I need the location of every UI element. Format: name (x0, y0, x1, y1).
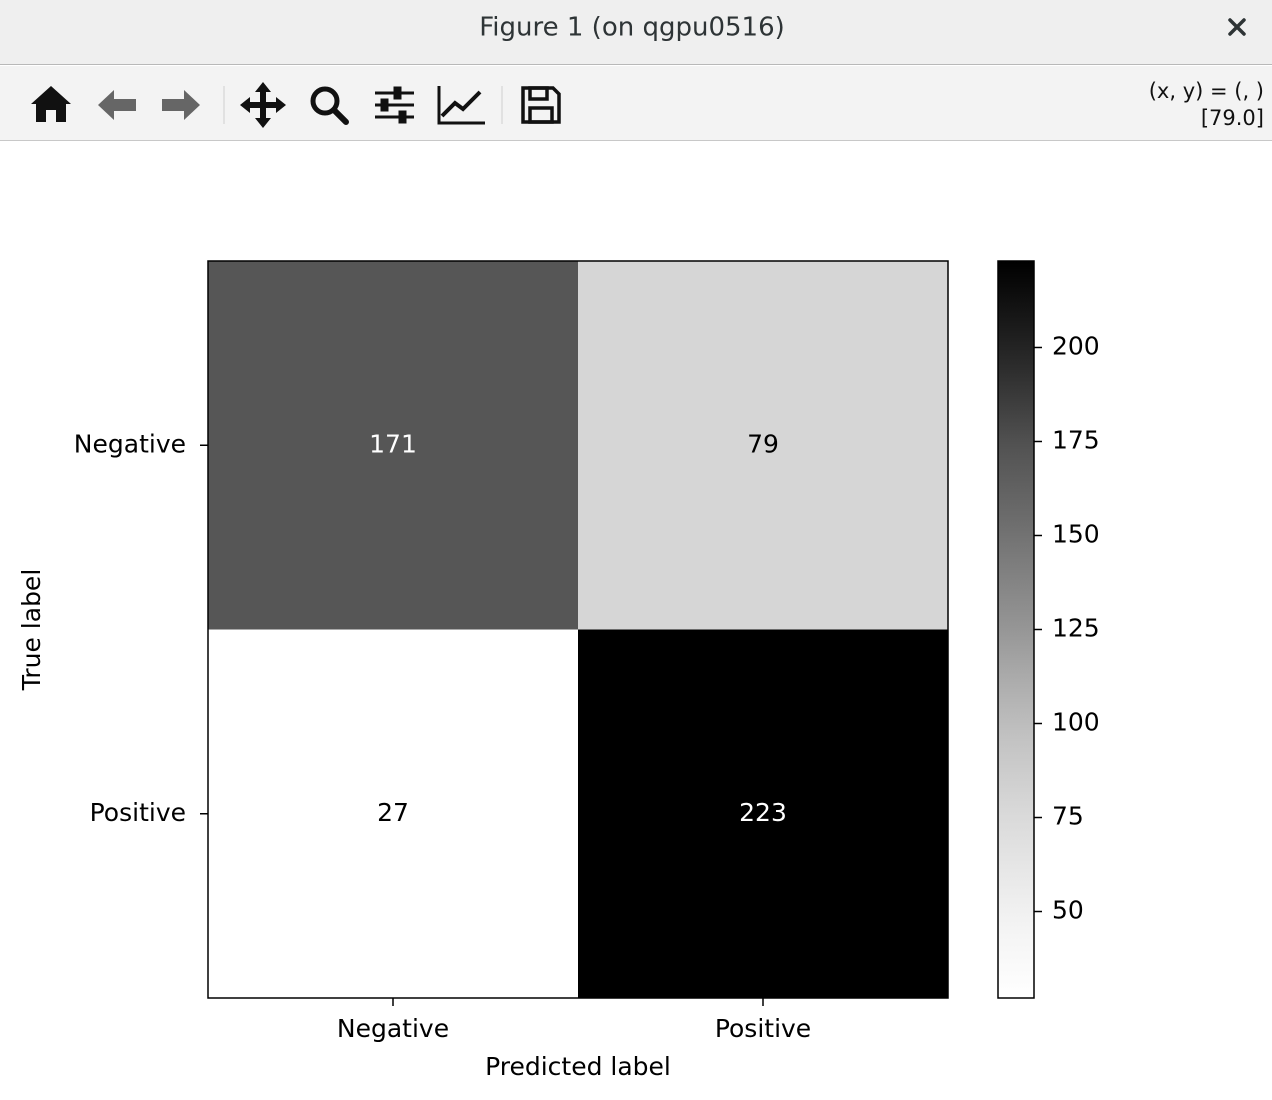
status-coords: (x, y) = (, ) (1149, 79, 1264, 103)
colorbar-tick-label: 75 (1052, 802, 1084, 831)
colorbar-tick-label: 50 (1052, 896, 1084, 925)
pan-button[interactable] (240, 82, 286, 128)
toolbar (0, 66, 1272, 140)
colorbar-tick-label: 100 (1052, 708, 1100, 737)
colorbar-tick-label: 200 (1052, 331, 1100, 360)
toolbar-icons (31, 82, 561, 128)
x-tick-label: Positive (715, 1014, 811, 1043)
x-tick-label: Negative (337, 1014, 449, 1043)
heatmap-cell (208, 261, 578, 630)
close-button[interactable] (1228, 18, 1246, 36)
colorbar (997, 260, 1035, 999)
axes-frame (207, 260, 949, 999)
cell-label: 79 (747, 429, 779, 458)
heatmap-cell (208, 629, 578, 998)
configure-button[interactable] (375, 86, 414, 124)
axes-button[interactable] (437, 86, 485, 125)
cell-label: 171 (369, 429, 417, 458)
forward-button[interactable] (162, 90, 200, 120)
back-button[interactable] (98, 90, 136, 120)
home-button[interactable] (31, 86, 71, 122)
colorbar-tick-label: 125 (1052, 614, 1100, 643)
status-value: [79.0] (1201, 106, 1264, 130)
y-tick-label: Positive (90, 798, 186, 827)
toolbar-separators (223, 86, 503, 124)
y-axis-label: True label (17, 569, 46, 692)
zoom-button[interactable] (310, 86, 349, 125)
title-bar (0, 0, 1272, 64)
save-button[interactable] (521, 86, 561, 124)
plot: 171 79 27 223 Negative Positive Negative Positi… (17, 260, 1100, 1081)
x-axis-label: Predicted label (485, 1052, 671, 1081)
cell-label: 27 (377, 798, 409, 827)
y-tick-label: Negative (74, 429, 186, 458)
heatmap-cell (578, 629, 948, 998)
cell-label: 223 (739, 798, 787, 827)
window-title: Figure 1 (on qgpu0516) (479, 13, 785, 43)
colorbar-tick-label: 150 (1052, 519, 1100, 548)
colorbar-tick-label: 175 (1052, 425, 1100, 454)
heatmap-cell (578, 261, 948, 630)
